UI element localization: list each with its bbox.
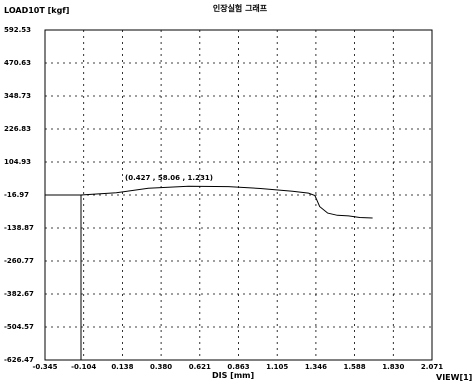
series-0-line: [45, 185, 373, 360]
x-tick-label: -0.345: [32, 363, 58, 371]
x-tick-label: 0.621: [188, 363, 211, 371]
x-tick-label: 0.863: [227, 363, 250, 371]
y-axis-title: LOAD10T [kgf]: [4, 6, 70, 15]
y-tick-label: 470.63: [4, 59, 32, 67]
y-tick-label: -382.67: [4, 290, 34, 298]
chart-title: 인장실험 그래프: [212, 4, 268, 13]
y-tick-label: -504.57: [4, 323, 34, 331]
x-tick-label: 0.380: [150, 363, 173, 371]
y-tick-label: -138.87: [4, 224, 34, 232]
x-tick-label: 1.588: [343, 363, 366, 371]
y-tick-label: 226.83: [4, 125, 32, 133]
x-axis-title: DIS [mm]: [212, 371, 255, 380]
grid: [45, 30, 432, 360]
view-label: VIEW[1]: [436, 373, 473, 382]
y-tick-label: -626.47: [4, 356, 34, 364]
y-tick-label: 592.53: [4, 26, 32, 34]
x-tick-label: -0.104: [71, 363, 97, 371]
x-tick-label: 1.105: [266, 363, 289, 371]
y-tick-label: 104.93: [4, 158, 32, 166]
x-tick-label: 1.346: [304, 363, 327, 371]
y-tick-label: -16.97: [4, 191, 30, 199]
x-tick-label: 1.830: [382, 363, 405, 371]
y-tick-label: -260.77: [4, 257, 34, 265]
data-annotation: (0.427 , 58.06 , 1.231): [125, 174, 213, 182]
x-tick-label: 2.071: [420, 363, 444, 371]
y-tick-label: 348.73: [4, 92, 32, 100]
x-tick-label: 0.138: [111, 363, 134, 371]
